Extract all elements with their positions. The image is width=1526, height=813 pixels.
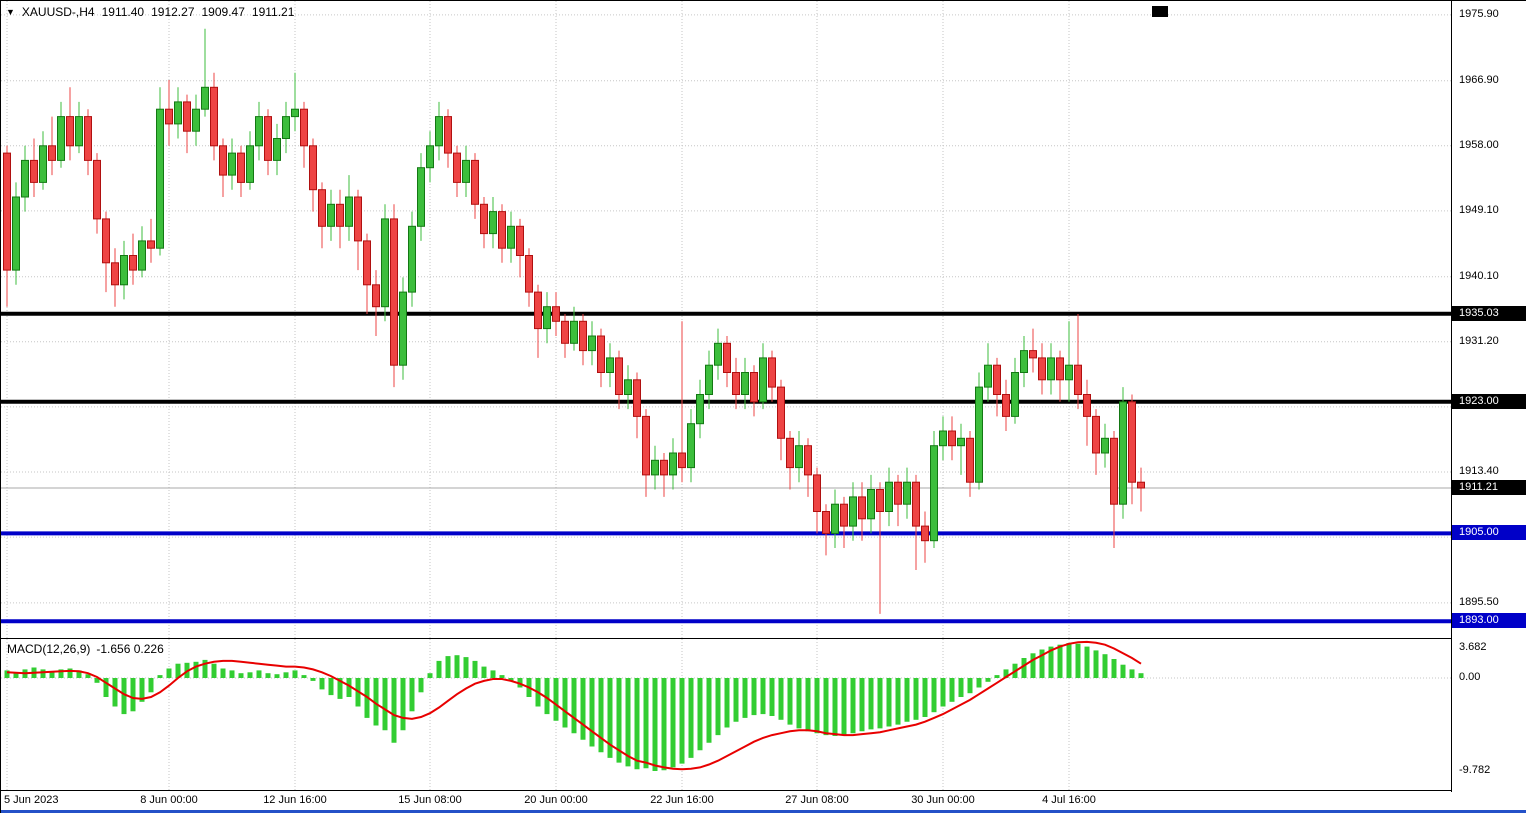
window-bottom-edge bbox=[1, 810, 1526, 813]
chart-plot-area[interactable]: ▼ XAUUSD-,H4 1911.40 1912.27 1909.47 191… bbox=[1, 1, 1451, 639]
time-tick-label: 8 Jun 00:00 bbox=[140, 794, 198, 806]
price-tick-label: 1975.90 bbox=[1459, 7, 1499, 20]
time-axis: 5 Jun 2023 8 Jun 00:00 12 Jun 16:00 15 Jun … bbox=[1, 792, 1451, 810]
ohlc-low: 1909.47 bbox=[201, 5, 245, 19]
macd-name: MACD(12,26,9) bbox=[7, 642, 91, 656]
symbol-dropdown-icon[interactable]: ▼ bbox=[6, 7, 15, 17]
macd-panel[interactable]: MACD(12,26,9) -1.656 0.226 bbox=[1, 639, 1451, 791]
time-tick-label: 4 Jul 16:00 bbox=[1042, 794, 1096, 806]
price-tick-label: 1949.10 bbox=[1459, 203, 1499, 216]
macd-histogram bbox=[4, 643, 1144, 771]
chart-header: ▼ XAUUSD-,H4 1911.40 1912.27 1909.47 191… bbox=[6, 5, 294, 19]
price-tick-label: 1958.00 bbox=[1459, 138, 1499, 151]
price-badge: 1923.00 bbox=[1452, 393, 1526, 409]
symbol-timeframe-label: XAUUSD-,H4 bbox=[21, 5, 95, 19]
price-badge: 1905.00 bbox=[1452, 525, 1526, 541]
candlestick-chart[interactable] bbox=[1, 1, 1451, 638]
time-tick-label: 12 Jun 16:00 bbox=[263, 794, 327, 806]
macd-axis-label-zero: 0.00 bbox=[1459, 671, 1481, 683]
time-tick-label: 30 Jun 00:00 bbox=[911, 794, 975, 806]
price-tick-label: 1940.10 bbox=[1459, 269, 1499, 282]
time-tick-label: 27 Jun 08:00 bbox=[785, 794, 849, 806]
macd-axis-label-min: -9.782 bbox=[1459, 764, 1491, 776]
time-tick-label: 5 Jun 2023 bbox=[4, 794, 59, 806]
time-tick-label: 22 Jun 16:00 bbox=[650, 794, 714, 806]
time-tick-label: 20 Jun 00:00 bbox=[524, 794, 588, 806]
ohlc-open: 1911.40 bbox=[101, 5, 145, 19]
macd-indicator-label: MACD(12,26,9) -1.656 0.226 bbox=[7, 642, 170, 656]
chart-shift-marker[interactable] bbox=[1152, 6, 1168, 17]
price-badge: 1893.00 bbox=[1452, 613, 1526, 629]
level-lines-layer[interactable] bbox=[1, 311, 1451, 624]
macd-indicator-chart[interactable] bbox=[1, 639, 1451, 791]
macd-axis-label-max: 3.682 bbox=[1459, 641, 1487, 653]
price-tick-label: 1913.40 bbox=[1459, 465, 1499, 477]
ohlc-high: 1912.27 bbox=[151, 5, 195, 19]
grid-layer bbox=[1, 1, 1451, 638]
price-axis: 1975.90 1966.90 1958.00 1949.10 1940.10 1931.… bbox=[1451, 1, 1526, 792]
candles-layer bbox=[3, 28, 1145, 614]
price-tick-label: 1966.90 bbox=[1459, 73, 1499, 86]
price-tick-label: 1931.20 bbox=[1459, 334, 1499, 347]
macd-values: -1.656 0.226 bbox=[96, 642, 164, 656]
price-badge: 1911.21 bbox=[1452, 480, 1526, 495]
price-badge: 1935.03 bbox=[1452, 305, 1526, 321]
price-tick-label: 1895.50 bbox=[1459, 595, 1499, 608]
time-tick-label: 15 Jun 08:00 bbox=[398, 794, 462, 806]
macd-signal-line bbox=[6, 640, 1142, 771]
ohlc-close: 1911.21 bbox=[251, 5, 295, 19]
